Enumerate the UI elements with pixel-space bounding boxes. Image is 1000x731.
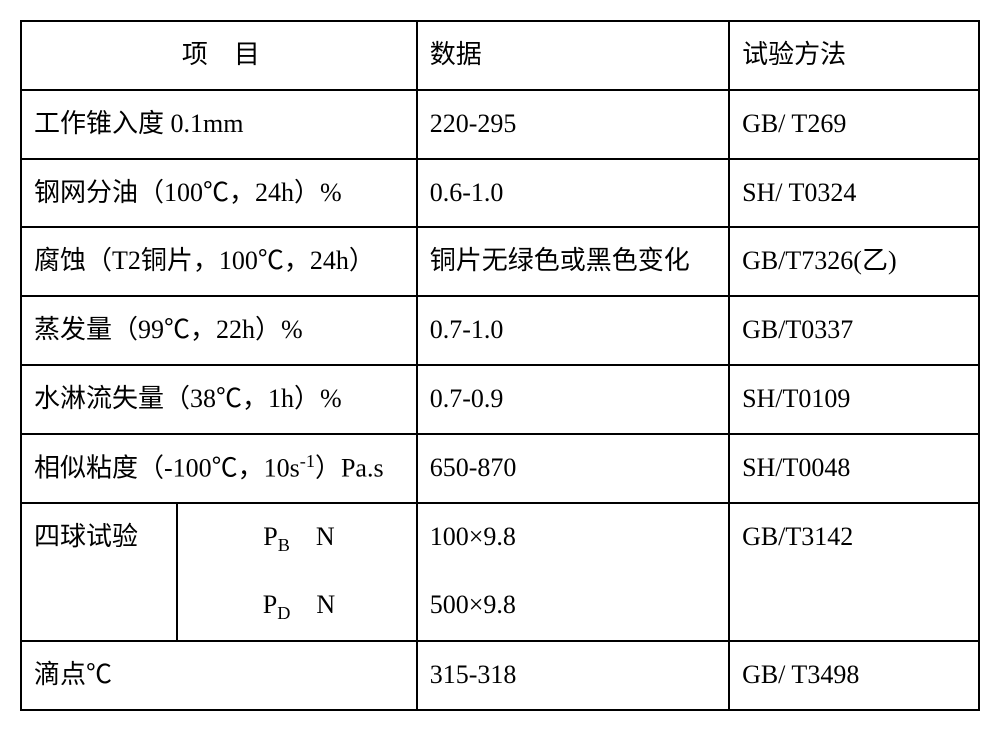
fourball-label: 四球试验	[21, 503, 177, 572]
table-row: 钢网分油（100℃，24h）% 0.6-1.0 SH/ T0324	[21, 159, 979, 228]
table-row: 滴点℃ 315-318 GB/ T3498	[21, 641, 979, 710]
method-cell: GB/T3142	[729, 503, 979, 572]
data-cell: 0.7-1.0	[417, 296, 729, 365]
table-row: 水淋流失量（38℃，1h）% 0.7-0.9 SH/T0109	[21, 365, 979, 434]
data-cell: 100×9.8	[417, 503, 729, 572]
sub-index: B	[278, 535, 290, 555]
item-cell: 工作锥入度 0.1mm	[21, 90, 417, 159]
method-cell: SH/T0109	[729, 365, 979, 434]
item-cell: 腐蚀（T2铜片，100℃，24h）	[21, 227, 417, 296]
table-row: 腐蚀（T2铜片，100℃，24h） 铜片无绿色或黑色变化 GB/T7326(乙)	[21, 227, 979, 296]
method-cell: SH/T0048	[729, 434, 979, 503]
data-cell: 220-295	[417, 90, 729, 159]
item-text-suffix: ）Pa.s	[315, 453, 384, 482]
method-cell: GB/T0337	[729, 296, 979, 365]
method-cell: SH/ T0324	[729, 159, 979, 228]
sub-index: D	[277, 603, 290, 623]
item-cell: 水淋流失量（38℃，1h）%	[21, 365, 417, 434]
data-cell: 500×9.8	[417, 572, 729, 641]
item-cell: 蒸发量（99℃，22h）%	[21, 296, 417, 365]
method-cell: GB/T7326(乙)	[729, 227, 979, 296]
sub-symbol: P	[263, 590, 277, 619]
spec-table: 项 目 数据 试验方法 工作锥入度 0.1mm 220-295 GB/ T269…	[20, 20, 980, 711]
table-row: 相似粘度（-100℃，10s-1）Pa.s 650-870 SH/T0048	[21, 434, 979, 503]
header-method: 试验方法	[729, 21, 979, 90]
table-row: 四球试验 PB N 100×9.8 GB/T3142	[21, 503, 979, 572]
table-row: PD N 500×9.8	[21, 572, 979, 641]
item-cell: 滴点℃	[21, 641, 417, 710]
data-cell: 0.6-1.0	[417, 159, 729, 228]
method-cell-blank	[729, 572, 979, 641]
method-cell: GB/ T269	[729, 90, 979, 159]
fourball-sub2: PD N	[177, 572, 417, 641]
header-data: 数据	[417, 21, 729, 90]
method-cell: GB/ T3498	[729, 641, 979, 710]
header-item: 项 目	[21, 21, 417, 90]
table-row: 工作锥入度 0.1mm 220-295 GB/ T269	[21, 90, 979, 159]
fourball-sub1: PB N	[177, 503, 417, 572]
table-header-row: 项 目 数据 试验方法	[21, 21, 979, 90]
sub-unit: N	[290, 590, 335, 619]
sub-symbol: P	[263, 522, 277, 551]
item-sup: -1	[300, 451, 315, 471]
fourball-label-blank	[21, 572, 177, 641]
data-cell: 650-870	[417, 434, 729, 503]
data-cell: 铜片无绿色或黑色变化	[417, 227, 729, 296]
table-row: 蒸发量（99℃，22h）% 0.7-1.0 GB/T0337	[21, 296, 979, 365]
sub-unit: N	[290, 522, 335, 551]
data-cell: 315-318	[417, 641, 729, 710]
data-cell: 0.7-0.9	[417, 365, 729, 434]
item-cell: 相似粘度（-100℃，10s-1）Pa.s	[21, 434, 417, 503]
item-cell: 钢网分油（100℃，24h）%	[21, 159, 417, 228]
item-text-prefix: 相似粘度（-100℃，10s	[34, 453, 300, 482]
